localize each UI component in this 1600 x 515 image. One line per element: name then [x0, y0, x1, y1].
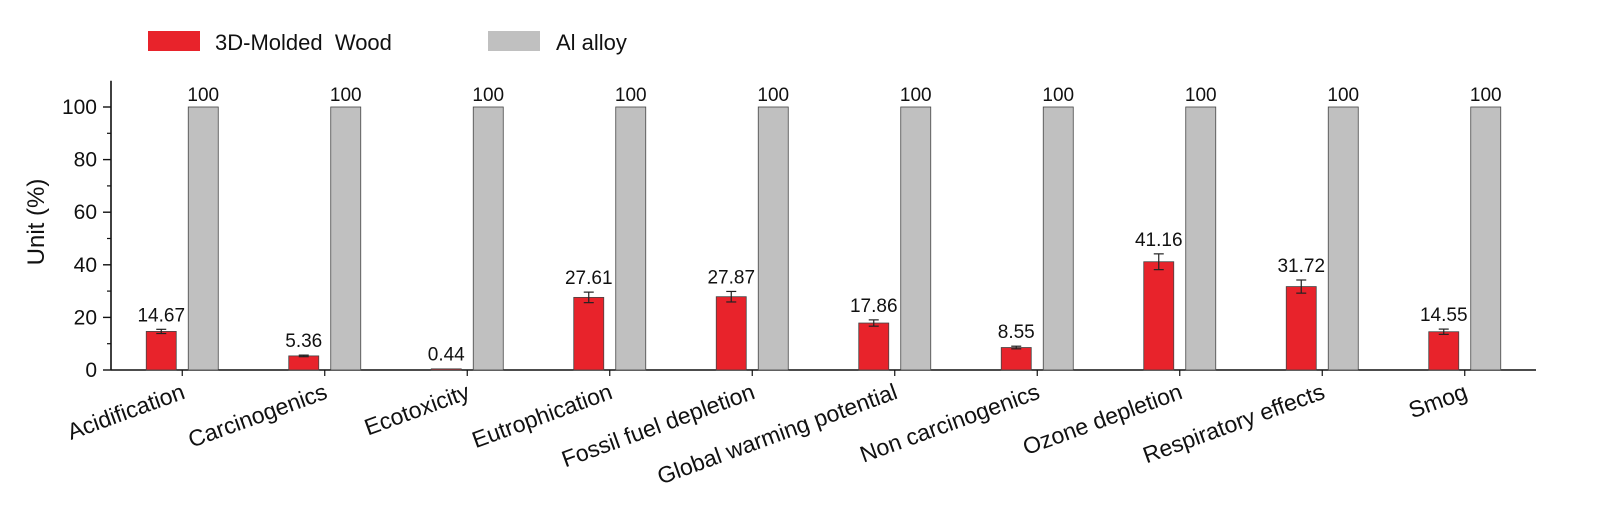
- bar-al: [900, 106, 932, 371]
- data-label-al: 100: [900, 85, 932, 106]
- bar-al: [757, 106, 789, 371]
- x-tick-label: Global warming potential: [654, 378, 901, 489]
- data-label-wood: 8.55: [998, 322, 1035, 343]
- y-axis-title: Unit (%): [23, 179, 50, 266]
- bar-al: [187, 106, 219, 371]
- data-label-al: 100: [187, 85, 219, 106]
- data-label-al: 100: [1185, 85, 1217, 106]
- data-label-al: 100: [1470, 85, 1502, 106]
- bar-al: [472, 106, 504, 371]
- legend: 3D-Molded Wood Al alloy: [148, 30, 627, 55]
- legend-swatch-al: [488, 31, 540, 51]
- y-tick-label: 40: [74, 254, 97, 277]
- bar-wood: [1143, 261, 1175, 371]
- data-label-al: 100: [615, 85, 647, 106]
- bar-wood: [430, 368, 462, 371]
- bar-wood: [858, 322, 890, 371]
- data-label-wood: 27.61: [565, 268, 613, 289]
- data-label-wood: 0.44: [428, 345, 465, 366]
- y-tick-label: 20: [74, 306, 97, 329]
- bar-wood: [715, 296, 747, 371]
- bar-al: [330, 106, 362, 371]
- bar-wood: [1000, 347, 1032, 371]
- y-tick-label: 0: [85, 359, 97, 382]
- data-label-wood: 14.55: [1420, 305, 1468, 326]
- data-label-wood: 31.72: [1277, 256, 1325, 277]
- data-label-al: 100: [1327, 85, 1359, 106]
- data-label-al: 100: [330, 85, 362, 106]
- bar-wood: [1285, 286, 1317, 371]
- legend-label-al: Al alloy: [556, 30, 627, 55]
- bar-al: [1042, 106, 1074, 371]
- y-tick-label: 80: [74, 149, 97, 172]
- bar-wood: [573, 296, 605, 371]
- legend-swatch-wood: [148, 31, 200, 51]
- x-tick-label: Ecotoxicity: [361, 378, 474, 440]
- data-label-wood: 17.86: [850, 296, 898, 317]
- data-label-wood: 14.67: [137, 305, 185, 326]
- bar-wood: [145, 331, 177, 371]
- data-label-al: 100: [472, 85, 504, 106]
- bar-al: [1470, 106, 1502, 371]
- x-tick-label: Acidification: [64, 378, 188, 444]
- y-tick-label: 60: [74, 201, 97, 224]
- data-label-wood: 41.16: [1135, 230, 1183, 251]
- y-tick-label: 100: [62, 96, 97, 119]
- bar-wood: [288, 355, 320, 371]
- bar-al: [615, 106, 647, 371]
- data-label-wood: 27.87: [707, 267, 755, 288]
- bar-al: [1185, 106, 1217, 371]
- x-tick-label: Smog: [1405, 378, 1470, 423]
- bar-wood: [1428, 331, 1460, 371]
- legend-label-wood: 3D-Molded Wood: [215, 30, 392, 55]
- plot-area: 0 20 40 60 80 100 14.67 100 Acidification 5.36 100…: [62, 80, 1536, 489]
- data-label-wood: 5.36: [285, 331, 322, 352]
- x-tick-label: Carcinogenics: [185, 378, 331, 452]
- data-label-al: 100: [1042, 85, 1074, 106]
- data-label-al: 100: [757, 85, 789, 106]
- bar-al: [1327, 106, 1359, 371]
